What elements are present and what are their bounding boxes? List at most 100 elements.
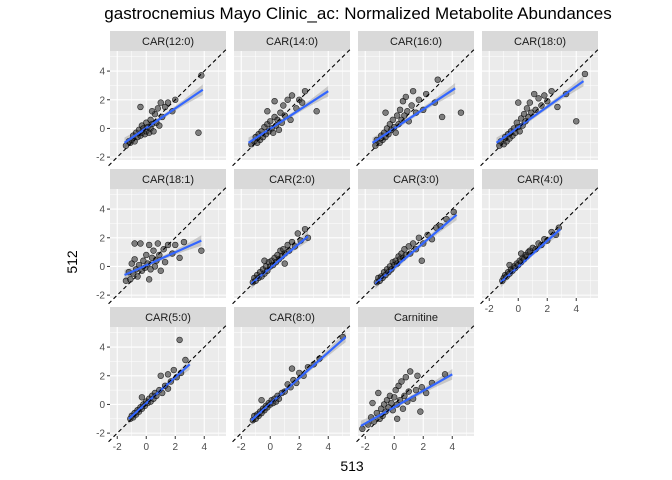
x-tick-label: 4: [449, 442, 455, 453]
data-point: [383, 396, 391, 404]
data-point: [180, 238, 188, 246]
facet-panel: CAR(18:0): [480, 31, 599, 167]
data-point: [417, 408, 424, 415]
data-point: [393, 112, 401, 119]
data-point: [131, 138, 138, 145]
data-point: [150, 128, 157, 135]
y-tick-label: 4: [99, 67, 105, 78]
regression-line: [123, 88, 204, 144]
data-point: [535, 95, 542, 102]
data-point: [271, 97, 278, 105]
data-point: [515, 99, 522, 106]
y-tick-label: 4: [99, 205, 105, 216]
chart-title: gastrocnemius Mayo Clinic_ac: Normalized…: [104, 4, 612, 23]
data-point: [399, 405, 407, 412]
data-point: [409, 240, 417, 247]
data-point: [258, 396, 265, 404]
y-tick-label: 4: [99, 343, 105, 354]
facet-strip: [110, 169, 226, 189]
data-point: [269, 129, 277, 136]
data-point: [391, 394, 398, 401]
data-point: [267, 118, 274, 125]
x-tick-label: 2: [544, 304, 550, 315]
data-point: [131, 256, 138, 263]
x-tick-label: -2: [113, 442, 122, 453]
facet-label: CAR(18:0): [514, 36, 566, 48]
data-point: [313, 108, 320, 115]
data-point: [164, 385, 172, 392]
data-point: [408, 102, 415, 109]
facet-strip: [110, 307, 226, 327]
data-point: [298, 99, 306, 106]
data-point: [517, 250, 525, 257]
x-tick-label: -2: [485, 304, 494, 315]
facet-strip: [358, 169, 474, 189]
data-point: [396, 106, 404, 114]
facet-panel: CAR(4:0) -2 0 2 4: [480, 169, 599, 315]
data-point: [415, 234, 423, 241]
x-tick-label: 4: [573, 304, 579, 315]
data-point: [393, 415, 401, 422]
x-tick-label: 0: [143, 442, 149, 453]
data-point: [548, 87, 555, 95]
data-point: [280, 102, 287, 109]
data-point: [161, 258, 169, 266]
data-point: [164, 99, 172, 106]
y-tick-label: -2: [96, 153, 105, 164]
data-point: [148, 108, 156, 115]
facet-strip: [234, 169, 350, 189]
panel-marks: [371, 76, 465, 149]
data-point: [261, 257, 268, 264]
y-tick-label: 2: [99, 95, 105, 106]
data-point: [382, 109, 389, 116]
data-point: [541, 92, 548, 99]
facet-label: CAR(2:0): [269, 174, 315, 186]
data-point: [388, 399, 395, 407]
y-tick-label: -2: [96, 291, 105, 302]
facet-panel: CAR(18:1) -2 0 2 4: [96, 169, 227, 305]
data-point: [409, 87, 417, 95]
data-point: [170, 366, 178, 374]
regression-line: [495, 80, 585, 144]
data-point: [156, 122, 163, 129]
data-point: [277, 109, 284, 116]
data-point: [150, 247, 157, 254]
data-point: [359, 425, 366, 433]
data-point: [294, 230, 301, 237]
data-point: [520, 110, 528, 118]
data-point: [157, 267, 164, 274]
data-point: [284, 96, 291, 103]
x-tick-label: 4: [325, 442, 331, 453]
data-point: [407, 368, 414, 375]
data-point: [151, 263, 159, 270]
data-point: [157, 372, 164, 379]
facet-label: CAR(5:0): [145, 312, 191, 324]
facet-panel: CAR(16:0): [356, 31, 475, 167]
data-point: [154, 105, 162, 112]
data-point: [438, 113, 446, 121]
facet-strip: [482, 169, 598, 189]
data-point: [392, 129, 399, 136]
facet-strip: [358, 307, 474, 327]
y-tick-label: 2: [99, 233, 105, 244]
data-point: [281, 260, 288, 267]
data-point: [398, 378, 405, 385]
facet-panel: CAR(12:0) -2 0 2 4: [96, 31, 227, 167]
x-tick-label: -2: [237, 442, 246, 453]
data-point: [415, 96, 423, 103]
data-point: [573, 118, 580, 125]
facet-label: CAR(4:0): [517, 174, 563, 186]
data-point: [264, 108, 271, 115]
data-point: [145, 241, 153, 249]
data-point: [457, 109, 465, 116]
facet-panel: CAR(5:0) -2 0 2 4 -2 0 2 4: [96, 307, 227, 453]
panel-marks: [249, 225, 312, 289]
facet-label: CAR(12:0): [142, 36, 194, 48]
data-point: [506, 261, 513, 269]
data-point: [422, 90, 430, 98]
x-tick-label: 0: [391, 442, 397, 453]
data-point: [127, 276, 134, 283]
facet-panel: CAR(2:0): [232, 169, 351, 305]
data-point: [378, 405, 385, 412]
